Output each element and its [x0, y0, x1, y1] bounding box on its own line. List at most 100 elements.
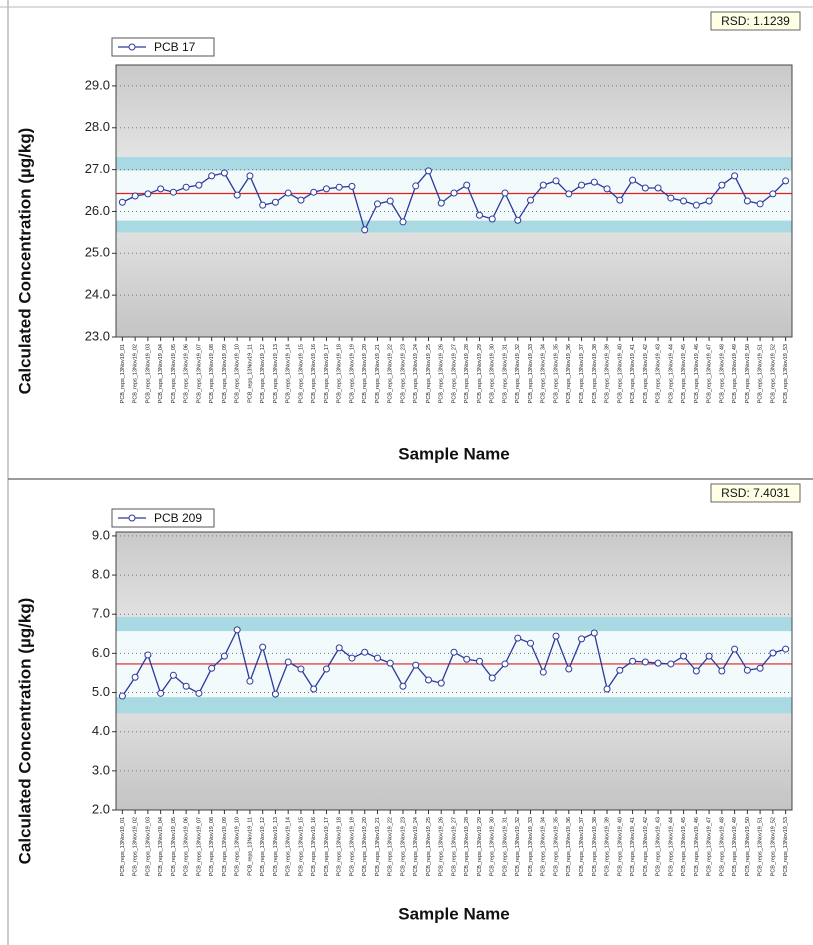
x-tick-label: PCB_reps_13Nov19_13 — [273, 344, 279, 403]
x-tick-label: PCB_reps_13Nov19_27 — [451, 344, 457, 403]
data-point — [782, 645, 790, 653]
data-point — [629, 657, 637, 665]
data-point — [527, 196, 535, 204]
x-tick-label: PCB_reps_13Nov19_31 — [502, 344, 508, 403]
x-tick-label: PCB_reps_13Nov19_36 — [566, 817, 572, 876]
y-tick-label: 9.0 — [92, 527, 110, 542]
data-point — [603, 685, 611, 693]
x-tick-label: PCB_reps_13Nov19_16 — [311, 344, 317, 403]
control-lower-band — [116, 220, 792, 233]
data-point — [437, 199, 445, 207]
data-point — [476, 657, 484, 665]
x-tick-label: PCB_reps_13Nov19_05 — [171, 817, 177, 876]
data-point — [144, 190, 152, 198]
x-tick-label: PCB_reps_13Nov19_29 — [477, 344, 483, 403]
data-point — [233, 626, 241, 634]
x-tick-label: PCB_reps_13Nov19_36 — [566, 344, 572, 403]
x-tick-label: PCB_reps_13Nov19_35 — [553, 344, 559, 403]
x-tick-label: PCB_reps_13Nov19_46 — [694, 817, 700, 876]
x-tick-label: PCB_reps_13Nov19_29 — [477, 817, 483, 876]
data-point — [565, 665, 573, 673]
data-point — [539, 181, 547, 189]
x-tick-label: PCB_reps_13Nov19_19 — [349, 817, 355, 876]
x-tick-label: PCB_reps_13Nov19_43 — [656, 344, 662, 403]
data-point — [412, 182, 420, 190]
y-tick-label: 25.0 — [85, 245, 110, 260]
control-upper-band — [116, 616, 792, 632]
data-point — [565, 190, 573, 198]
x-tick-label: PCB_reps_13Nov19_50 — [745, 817, 751, 876]
y-tick-label: 27.0 — [85, 161, 110, 176]
data-point — [578, 635, 586, 643]
legend-marker — [128, 43, 136, 51]
x-tick-label: PCB_reps_13Nov19_47 — [707, 344, 713, 403]
x-tick-label: PCB_reps_13Nov19_02 — [133, 817, 139, 876]
x-tick-label: PCB_reps_13Nov19_16 — [311, 817, 317, 876]
data-point — [756, 200, 764, 208]
data-point — [590, 178, 598, 186]
data-point — [731, 172, 739, 180]
x-tick-label: PCB_reps_13Nov19_34 — [541, 817, 547, 876]
x-tick-label: PCB_reps_13Nov19_48 — [719, 817, 725, 876]
data-point — [118, 692, 126, 700]
x-tick-label: PCB_reps_13Nov19_13 — [273, 817, 279, 876]
data-point — [271, 198, 279, 206]
x-tick-label: PCB_reps_13Nov19_47 — [707, 817, 713, 876]
x-tick-label: PCB_reps_13Nov19_11 — [247, 817, 253, 876]
x-tick-label: PCB_reps_13Nov19_39 — [605, 817, 611, 876]
x-tick-label: PCB_reps_13Nov19_39 — [605, 344, 611, 403]
data-point — [348, 182, 356, 190]
data-point — [756, 664, 764, 672]
data-point — [437, 679, 445, 687]
data-point — [195, 689, 203, 697]
x-tick-label: PCB_reps_13Nov19_37 — [579, 344, 585, 403]
data-point — [654, 659, 662, 667]
data-point — [782, 177, 790, 185]
x-tick-label: PCB_reps_13Nov19_45 — [681, 817, 687, 876]
data-point — [680, 197, 688, 205]
data-point — [297, 665, 305, 673]
x-tick-label: PCB_reps_13Nov19_50 — [745, 344, 751, 403]
data-point — [501, 189, 509, 197]
data-point — [680, 652, 688, 660]
data-point — [769, 190, 777, 198]
data-point — [590, 629, 598, 637]
x-tick-label: PCB_reps_13Nov19_51 — [758, 344, 764, 403]
data-point — [169, 671, 177, 679]
data-point — [731, 645, 739, 653]
data-point — [488, 215, 496, 223]
legend-label: PCB 209 — [154, 511, 202, 525]
data-point — [335, 644, 343, 652]
control-upper-band — [116, 157, 792, 171]
x-tick-label: PCB_reps_13Nov19_26 — [439, 344, 445, 403]
x-tick-label: PCB_reps_13Nov19_41 — [630, 344, 636, 403]
x-tick-label: PCB_reps_13Nov19_26 — [439, 817, 445, 876]
data-point — [322, 665, 330, 673]
x-tick-label: PCB_reps_13Nov19_12 — [260, 817, 266, 876]
data-point — [552, 632, 560, 640]
x-tick-label: PCB_reps_13Nov19_51 — [758, 817, 764, 876]
x-tick-label: PCB_reps_13Nov19_49 — [732, 344, 738, 403]
data-point — [208, 172, 216, 180]
x-axis-title: Sample Name — [398, 444, 510, 463]
data-point — [233, 191, 241, 199]
x-tick-label: PCB_reps_13Nov19_10 — [235, 344, 241, 403]
x-tick-label: PCB_reps_13Nov19_10 — [235, 817, 241, 876]
x-tick-label: PCB_reps_13Nov19_25 — [426, 344, 432, 403]
x-tick-label: PCB_reps_13Nov19_53 — [783, 344, 789, 403]
x-tick-label: PCB_reps_13Nov19_04 — [158, 344, 164, 403]
data-point — [450, 648, 458, 656]
x-tick-label: PCB_reps_13Nov19_07 — [196, 344, 202, 403]
x-tick-label: PCB_reps_13Nov19_24 — [413, 817, 419, 876]
x-tick-label: PCB_reps_13Nov19_21 — [375, 344, 381, 403]
y-tick-label: 6.0 — [92, 645, 110, 660]
y-axis-title: Calculated Concentration (µg/kg) — [15, 598, 34, 865]
y-tick-label: 29.0 — [85, 77, 110, 92]
x-tick-label: PCB_reps_13Nov19_01 — [120, 344, 126, 403]
x-tick-label: PCB_reps_13Nov19_22 — [388, 817, 394, 876]
data-point — [220, 169, 228, 177]
data-point — [654, 184, 662, 192]
x-tick-label: PCB_reps_13Nov19_44 — [668, 817, 674, 876]
x-tick-label: PCB_reps_13Nov19_23 — [400, 344, 406, 403]
x-tick-label: PCB_reps_13Nov19_42 — [643, 817, 649, 876]
